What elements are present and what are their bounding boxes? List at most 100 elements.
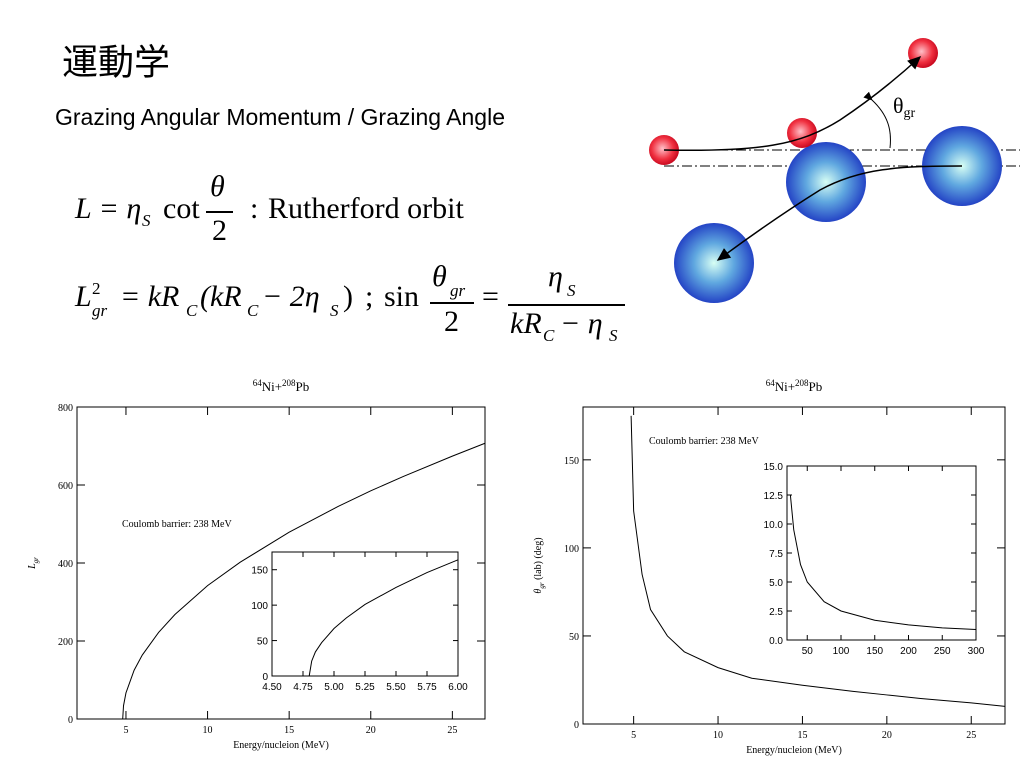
y-tick-label: 800 (58, 403, 73, 414)
y-tick-label: 200 (58, 637, 73, 648)
x-tick-label: 25 (966, 730, 976, 741)
eq-term: : (250, 192, 259, 225)
eq-den: kR (510, 307, 542, 340)
y-tick-label: 150 (251, 566, 268, 577)
y-tick-label: 50 (257, 637, 269, 648)
subtitle: Grazing Angular Momentum / Grazing Angle (55, 104, 505, 130)
x-axis-label: Energy/nucleion (MeV) (233, 740, 329, 751)
data-line (789, 494, 977, 631)
mass-number: 64 (766, 378, 776, 388)
x-tick-label: 4.50 (262, 682, 282, 693)
eq-term: ) (343, 280, 353, 313)
target-nucleus (786, 142, 866, 222)
y-axis-label-part: gr (32, 557, 40, 564)
chart: 4.50 4.75 5.00 5.25 5.50 5.75 6.00 0 50 100 150 (251, 551, 468, 693)
eq-sub: C (543, 326, 555, 345)
x-tick-label: 20 (366, 725, 376, 736)
x-tick-label: 5.50 (386, 682, 406, 693)
eq-note: Rutherford orbit (268, 192, 464, 225)
x-tick-label: 10 (203, 725, 213, 736)
x-tick-label: 100 (833, 646, 850, 657)
x-axis-label: Energy/nucleion (MeV) (746, 745, 842, 756)
y-tick-label: 600 (58, 481, 73, 492)
eq-sub: S (142, 211, 151, 230)
eq-num: θ (210, 170, 225, 203)
eq-sub: S (567, 281, 576, 300)
angle-label: θgr (893, 93, 916, 121)
eq-term: L (75, 280, 92, 313)
y-tick-label: 100 (564, 544, 579, 555)
y-tick-label: 0 (574, 720, 579, 731)
x-tick-label: 200 (900, 646, 917, 657)
y-axis-label: Lgr (27, 557, 40, 570)
y-tick-label: 0.0 (769, 636, 783, 647)
element: Pb (296, 379, 310, 394)
x-tick-label: 4.75 (293, 682, 313, 693)
y-axis-label-part: L (27, 563, 38, 570)
y-tick-label: 400 (58, 559, 73, 570)
y-axis-label-part: (lab) (deg) (533, 537, 544, 582)
y-tick-label: 7.5 (769, 549, 783, 560)
y-tick-label: 0 (68, 715, 73, 726)
x-tick-label: 15 (797, 730, 807, 741)
angle-arc (863, 91, 891, 149)
y-tick-label: 15.0 (764, 462, 784, 473)
y-axis-label-part: gr (538, 582, 546, 589)
x-tick-label: 5 (123, 725, 128, 736)
trajectory (663, 55, 922, 152)
eq-num: η (548, 260, 563, 293)
fraction-bar (508, 304, 625, 306)
element: Ni+ (262, 379, 282, 394)
annotation: Coulomb barrier: 238 MeV (649, 436, 759, 447)
x-tick-label: 5.00 (324, 682, 344, 693)
x-tick-label: 5.25 (355, 682, 375, 693)
trajectory (716, 165, 963, 261)
element: Pb (809, 379, 823, 394)
x-tick-label: 10 (713, 730, 723, 741)
eq-den: − η (560, 307, 603, 340)
x-tick-label: 20 (882, 730, 892, 741)
y-tick-label: 10.0 (764, 520, 784, 531)
angle-symbol: θ (893, 93, 904, 118)
x-tick-label: 50 (802, 646, 814, 657)
angle-subscript: gr (904, 106, 916, 121)
eq-num: θ (432, 260, 447, 293)
y-axis-label: θgr (lab) (deg) (533, 537, 546, 593)
slide-title: 運動学 (62, 42, 170, 83)
chart-title: 64Ni+208Pb (253, 378, 310, 394)
eq-term: sin (384, 280, 420, 313)
y-tick-label: 12.5 (764, 491, 784, 502)
data-line (308, 559, 459, 677)
y-tick-label: 5.0 (769, 578, 783, 589)
eq-den: 2 (212, 214, 227, 247)
y-tick-label: 150 (564, 456, 579, 467)
x-tick-label: 25 (447, 725, 457, 736)
eq-sub: gr (92, 301, 108, 320)
x-tick-label: 300 (968, 646, 985, 657)
data-line (630, 415, 1006, 707)
eq-term: = (482, 280, 499, 313)
y-tick-label: 100 (251, 601, 268, 612)
chart: 50 100 150 200 250 300 0.0 2.5 5.0 7.5 10.0 12.5 15.… (764, 462, 985, 657)
x-tick-label: 5.75 (417, 682, 437, 693)
x-tick-label: 15 (284, 725, 294, 736)
element: Ni+ (775, 379, 795, 394)
mass-number: 208 (282, 378, 296, 388)
mass-number: 208 (795, 378, 809, 388)
x-tick-label: 150 (866, 646, 883, 657)
eq-sub: gr (450, 281, 466, 300)
eq-sub: C (247, 301, 259, 320)
eq-term: (kR (200, 280, 242, 313)
eq-den: 2 (444, 305, 459, 338)
plot-frame (786, 465, 977, 641)
fraction-bar (430, 302, 474, 304)
eq-sub: S (330, 301, 339, 320)
x-tick-label: 6.00 (448, 682, 468, 693)
y-tick-label: 2.5 (769, 607, 783, 618)
x-tick-label: 5 (631, 730, 636, 741)
x-tick-label: 250 (934, 646, 951, 657)
chart-title: 64Ni+208Pb (766, 378, 823, 394)
eq-term: − 2η (262, 280, 320, 313)
